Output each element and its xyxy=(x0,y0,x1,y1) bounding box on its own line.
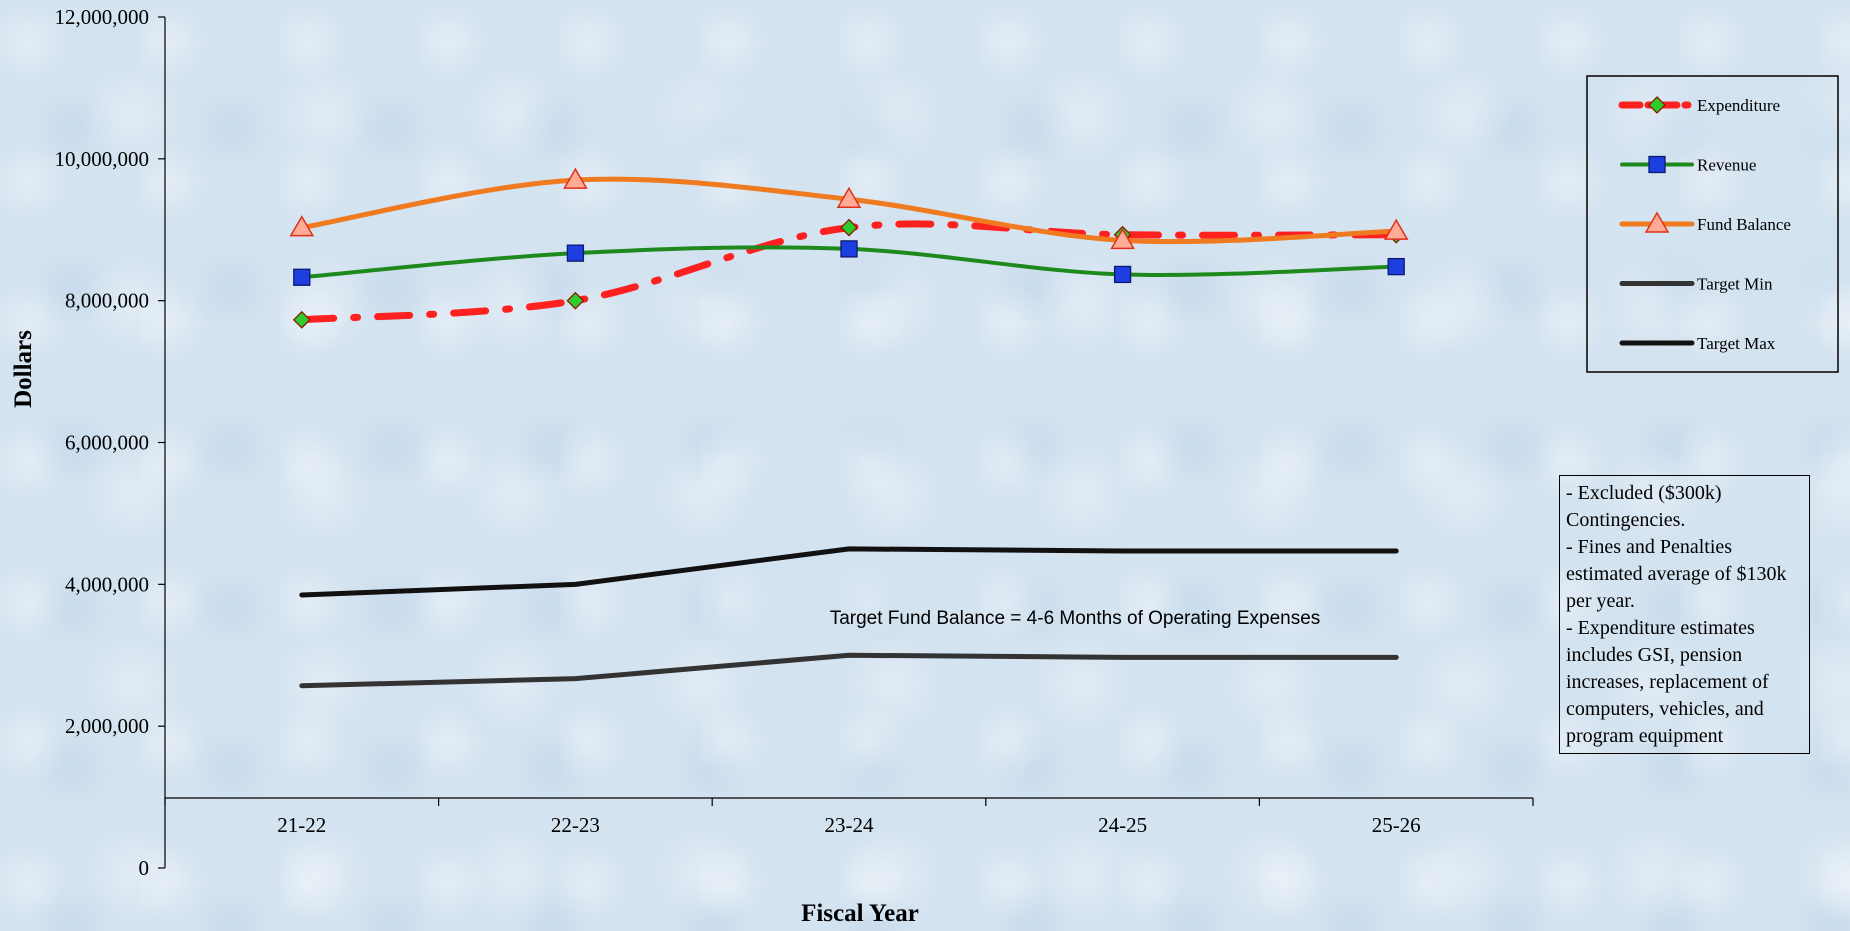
fund-balance-point xyxy=(1383,218,1409,240)
y-axis-title: Dollars xyxy=(10,330,37,408)
note-line: - Expenditure estimates xyxy=(1566,617,1755,639)
fund-balance-point xyxy=(1110,227,1135,250)
note-line: estimated average of $130k xyxy=(1566,563,1787,585)
y-tick-label: 2,000,000 xyxy=(65,714,149,738)
expenditure-point xyxy=(292,310,311,329)
legend-target-max-label: Target Max xyxy=(1697,334,1776,353)
y-tick-label: 4,000,000 xyxy=(65,572,149,596)
note-line: Contingencies. xyxy=(1566,509,1686,531)
target-min-line xyxy=(299,652,1399,689)
revenue-point xyxy=(1387,257,1405,276)
x-tick-label: 22-23 xyxy=(551,813,600,837)
revenue-point xyxy=(1113,265,1132,284)
expenditure-point xyxy=(840,218,858,237)
x-axis-title: Fiscal Year xyxy=(801,900,919,927)
y-tick-label: 10,000,000 xyxy=(55,147,150,171)
fund-balance-point xyxy=(563,167,588,189)
legend-expenditure-marker xyxy=(1648,96,1666,114)
chart-annotation: Target Fund Balance = 4-6 Months of Oper… xyxy=(830,608,1321,629)
markers-layer xyxy=(289,167,1409,329)
note-line: computers, vehicles, and xyxy=(1566,698,1764,720)
revenue-point xyxy=(293,268,311,286)
note-line: per year. xyxy=(1566,590,1635,612)
revenue-point xyxy=(566,244,585,262)
y-tick-label: 0 xyxy=(139,856,150,880)
legend-box xyxy=(1586,75,1839,373)
y-tick-label: 6,000,000 xyxy=(65,431,149,455)
x-tick-label: 25-26 xyxy=(1372,813,1421,837)
y-tick-label: 8,000,000 xyxy=(65,289,149,313)
y-tick-label: 12,000,000 xyxy=(55,5,150,29)
x-tick-label: 21-22 xyxy=(277,813,326,837)
legend: Expenditure Revenue Fund Balance Target Min… xyxy=(1586,75,1839,373)
legend-fund-balance-label: Fund Balance xyxy=(1697,215,1791,234)
expenditure-point xyxy=(566,291,585,310)
target-max-line xyxy=(299,546,1399,598)
axes: 0 2,000,000 4,000,000 6,000,000 8,000,000 10,… xyxy=(55,5,1534,880)
x-tick-label: 23-24 xyxy=(825,813,874,837)
note-line: program equipment xyxy=(1566,725,1724,747)
legend-expenditure-label: Expenditure xyxy=(1697,96,1780,115)
x-tick-label: 24-25 xyxy=(1098,813,1147,837)
revenue-point xyxy=(840,240,858,258)
legend-revenue-marker xyxy=(1648,155,1666,174)
note-line: increases, replacement of xyxy=(1566,671,1769,693)
note-line: includes GSI, pension xyxy=(1566,644,1743,666)
note-line: - Excluded ($300k) xyxy=(1566,482,1722,504)
legend-target-min-label: Target Min xyxy=(1697,275,1773,294)
legend-revenue-label: Revenue xyxy=(1697,156,1756,175)
notes-box: - Excluded ($300k) Contingencies. - Fine… xyxy=(1559,475,1810,754)
fund-balance-point xyxy=(289,215,315,237)
note-line: - Fines and Penalties xyxy=(1566,536,1733,558)
legend-fund-balance-marker xyxy=(1644,211,1670,233)
fund-balance-point xyxy=(836,186,862,209)
